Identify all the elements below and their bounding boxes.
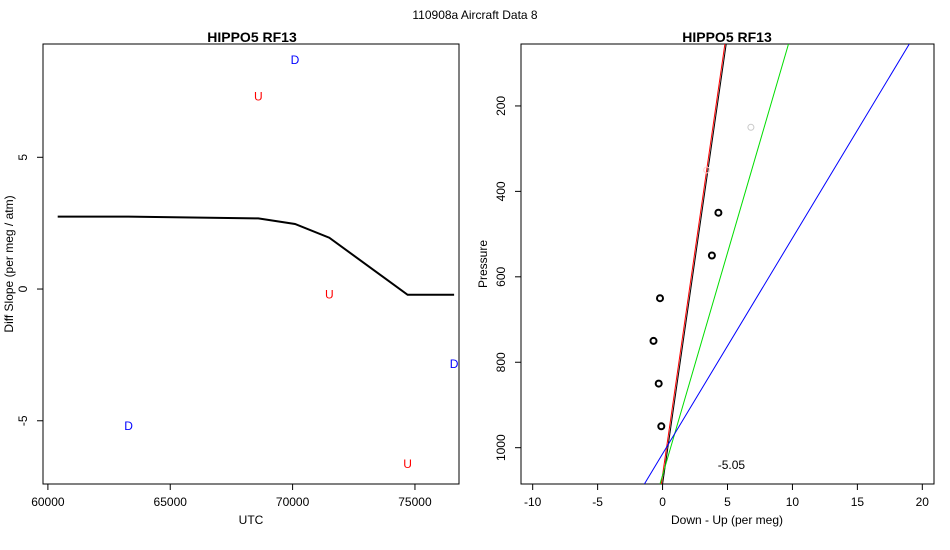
fit-line-1 xyxy=(660,44,726,484)
left-x-tick-label-1: 65000 xyxy=(154,495,188,509)
right-y-axis: 200 400 600 800 1000 xyxy=(494,96,521,461)
fit-line-2 xyxy=(659,44,789,484)
point-label-2: U xyxy=(325,287,334,301)
suptitle: 110908a Aircraft Data 8 xyxy=(412,8,538,22)
point-label-5: U xyxy=(403,457,412,471)
right-y-tick-label-3: 800 xyxy=(494,352,508,372)
data-point-2 xyxy=(656,294,664,303)
left-chart-title: HIPPO5 RF13 xyxy=(207,29,297,45)
data-point-5 xyxy=(657,422,666,431)
right-annotation: -5.05 xyxy=(718,458,746,472)
right-plot-frame xyxy=(520,43,935,485)
left-x-tick-label-2: 70000 xyxy=(276,495,310,509)
right-x-tick-label-6: 20 xyxy=(916,495,930,509)
right-x-tick-label-3: 5 xyxy=(724,495,731,509)
data-point-0 xyxy=(714,208,723,217)
right-y-tick-label-2: 600 xyxy=(494,266,508,286)
point-label-1: U xyxy=(254,90,263,104)
point-label-4: D xyxy=(124,419,133,433)
right-y-tick-label-4: 1000 xyxy=(494,434,508,461)
data-point-3 xyxy=(649,336,658,345)
point-label-3: D xyxy=(450,357,459,371)
fit-line-3 xyxy=(643,44,910,484)
data-point-1 xyxy=(707,251,716,260)
left-y-axis: -5 0 5 xyxy=(16,154,43,426)
left-x-axis: 60000 65000 70000 75000 xyxy=(31,484,432,509)
right-data-layer xyxy=(643,44,910,484)
right-x-tick-label-0: -10 xyxy=(524,495,542,509)
point-label-0: D xyxy=(291,53,300,67)
right-x-tick-label-4: 10 xyxy=(786,495,800,509)
slope-line-series-0 xyxy=(57,215,455,296)
left-x-axis-label: UTC xyxy=(239,513,264,527)
left-x-tick-label-0: 60000 xyxy=(31,495,65,509)
right-y-axis-label: Pressure xyxy=(476,240,490,288)
right-x-tick-label-1: -5 xyxy=(592,495,603,509)
fit-line-0 xyxy=(662,44,727,484)
right-x-tick-label-5: 15 xyxy=(851,495,865,509)
right-y-tick-label-0: 200 xyxy=(494,96,508,116)
right-x-axis: -10 -5 0 5 10 15 20 xyxy=(524,484,929,509)
left-y-axis-label: Diff Slope (per meg / atm) xyxy=(2,195,16,332)
left-data-layer: D U U D D U xyxy=(57,53,459,471)
right-y-tick-label-1: 400 xyxy=(494,181,508,201)
left-y-tick-label-0: -5 xyxy=(16,415,30,426)
data-point-7 xyxy=(703,166,711,174)
left-plot-frame xyxy=(42,43,460,485)
left-x-tick-label-3: 75000 xyxy=(398,495,432,509)
right-chart-title: HIPPO5 RF13 xyxy=(682,29,772,45)
left-y-tick-label-1: 0 xyxy=(16,285,30,292)
right-x-axis-label: Down - Up (per meg) xyxy=(671,513,783,527)
data-point-6 xyxy=(747,123,755,131)
left-y-tick-label-2: 5 xyxy=(16,154,30,161)
data-point-4 xyxy=(654,379,663,388)
right-chart: HIPPO5 RF13 -10 -5 0 5 10 15 20 200 400 600 800 10… xyxy=(476,29,935,527)
right-x-tick-label-2: 0 xyxy=(659,495,666,509)
